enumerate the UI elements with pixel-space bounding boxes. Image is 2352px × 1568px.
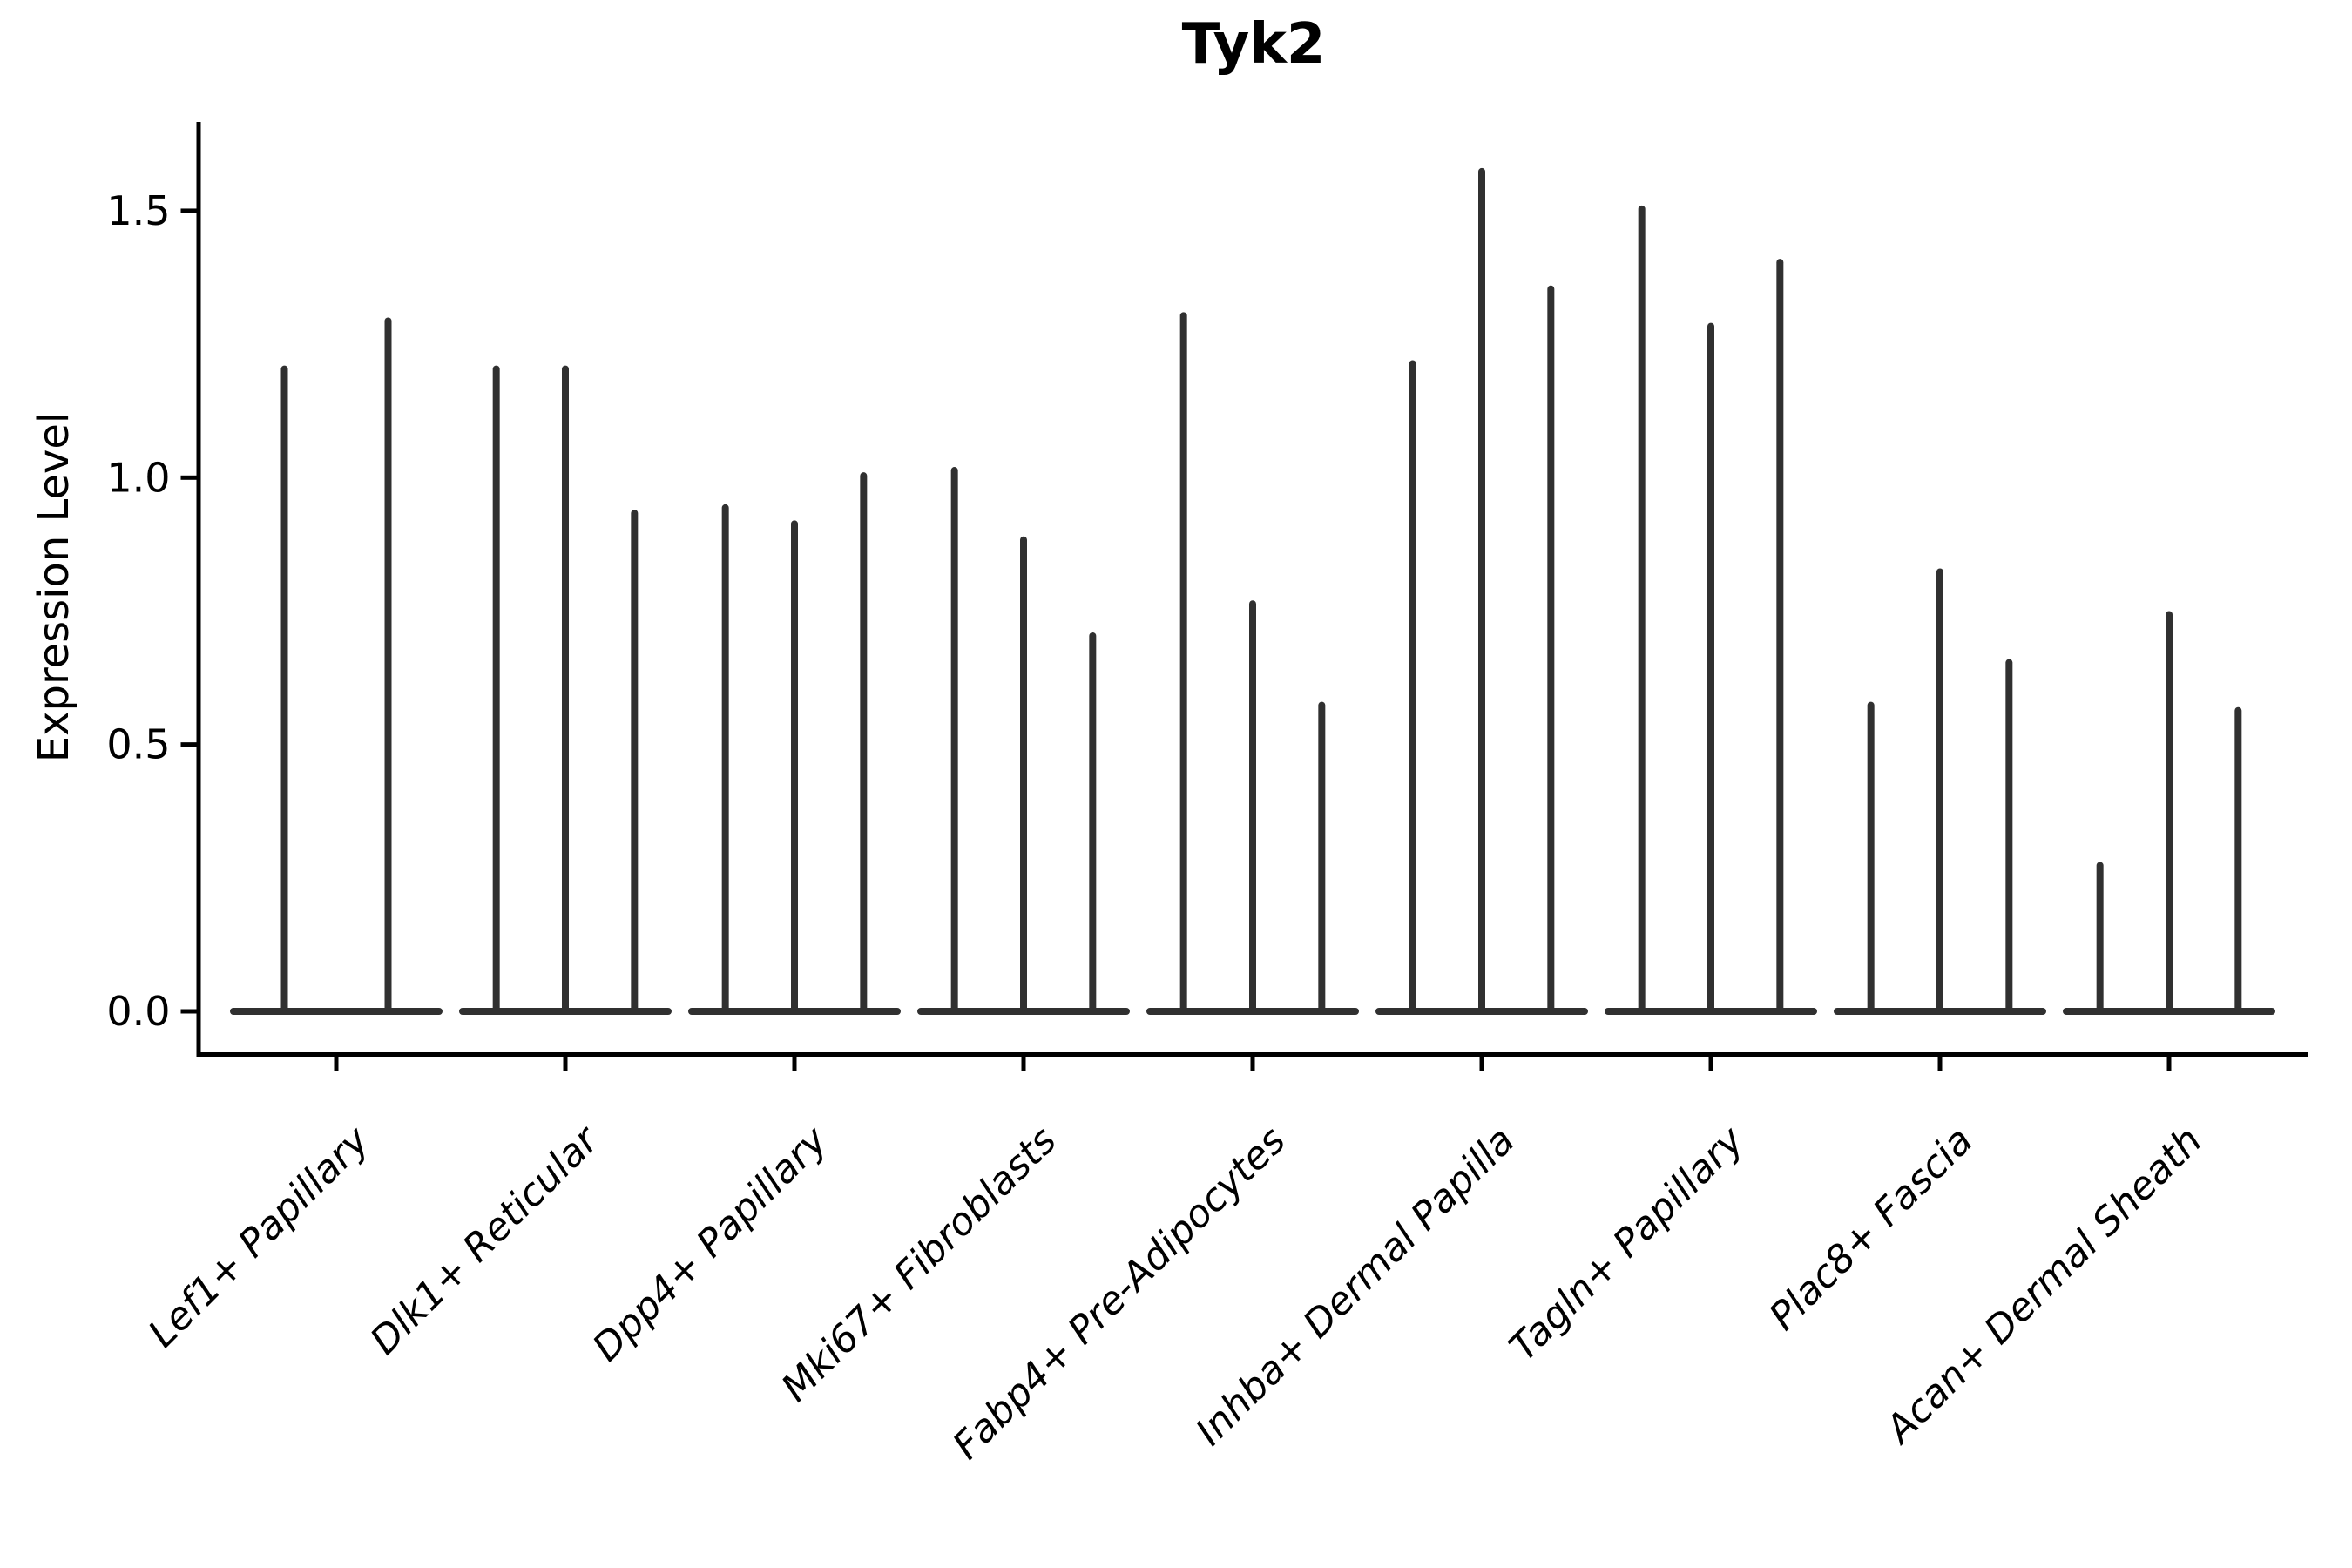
- x-category-label: Dpp4+ Papillary: [585, 1118, 837, 1370]
- y-axis-spine: [196, 122, 201, 1057]
- x-tick-mark: [1250, 1057, 1255, 1071]
- x-tick-mark: [2166, 1057, 2172, 1071]
- y-tick-label: 1.5: [106, 187, 170, 234]
- y-tick-mark: [180, 475, 197, 480]
- violin-spike: [721, 504, 729, 1011]
- violin-spike: [1867, 701, 1875, 1011]
- x-tick-mark: [792, 1057, 797, 1071]
- violin-spike: [562, 365, 569, 1011]
- violin-spike: [1409, 360, 1416, 1012]
- violin-spike: [631, 510, 639, 1011]
- violin-spike: [492, 365, 500, 1011]
- violin-spike: [2005, 659, 2013, 1011]
- violin-spike: [2234, 706, 2242, 1011]
- y-axis-label: Expression Level: [30, 412, 78, 763]
- violin-spike: [1249, 600, 1256, 1011]
- x-tick-mark: [1937, 1057, 1943, 1071]
- x-tick-mark: [563, 1057, 568, 1071]
- violin-spike: [1020, 536, 1027, 1011]
- violin-spike: [1638, 205, 1646, 1011]
- y-tick-label: 1.0: [106, 454, 170, 501]
- x-tick-mark: [1479, 1057, 1484, 1071]
- violin-spike: [1179, 312, 1187, 1011]
- x-category-label: Lef1+ Papillary: [140, 1118, 379, 1356]
- violin-spike: [1936, 568, 1943, 1011]
- violin-base: [230, 1008, 443, 1015]
- violin-spike: [1478, 167, 1485, 1011]
- x-category-label: Plac8+ Fascia: [1761, 1119, 1981, 1339]
- x-category-label: Dlk1+ Reticular: [362, 1117, 608, 1363]
- y-tick-mark: [180, 208, 197, 213]
- violin-spike: [791, 520, 798, 1011]
- x-tick-mark: [1708, 1057, 1713, 1071]
- x-category-label: Tagln+ Papillary: [1501, 1118, 1753, 1369]
- violin-spike: [860, 472, 868, 1011]
- violin-spike: [1776, 259, 1784, 1011]
- violin-spike: [1318, 701, 1326, 1011]
- violin-spike: [2096, 862, 2104, 1011]
- violin-spike: [1707, 322, 1714, 1011]
- violin-spike: [950, 467, 958, 1011]
- violin-spike: [1547, 285, 1555, 1011]
- y-tick-mark: [180, 1009, 197, 1014]
- x-tick-mark: [1021, 1057, 1026, 1071]
- violin-spike: [2166, 611, 2173, 1011]
- y-tick-label: 0.0: [106, 988, 170, 1035]
- y-tick-mark: [180, 742, 197, 747]
- violin-spike: [384, 317, 392, 1011]
- x-tick-mark: [334, 1057, 339, 1071]
- violin-spike: [280, 365, 288, 1011]
- x-axis-spine: [196, 1052, 2308, 1057]
- chart-title: Tyk2: [1182, 12, 1326, 77]
- violin-spike: [1089, 632, 1097, 1011]
- y-tick-label: 0.5: [106, 721, 170, 768]
